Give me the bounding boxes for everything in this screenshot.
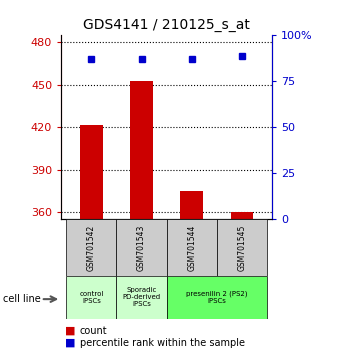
Text: cell line: cell line [3, 294, 41, 304]
Text: Sporadic
PD-derived
iPSCs: Sporadic PD-derived iPSCs [122, 287, 160, 307]
Text: presenilin 2 (PS2)
iPSCs: presenilin 2 (PS2) iPSCs [186, 291, 248, 304]
Text: GSM701544: GSM701544 [187, 224, 196, 271]
Text: GSM701543: GSM701543 [137, 224, 146, 271]
Text: ■: ■ [65, 338, 75, 348]
Bar [130, 81, 153, 219]
Bar [167, 276, 267, 319]
Bar [80, 125, 103, 219]
Bar [116, 219, 167, 276]
Bar [231, 212, 253, 219]
Bar [217, 219, 267, 276]
Bar [66, 219, 116, 276]
Text: count: count [80, 326, 107, 336]
Bar [116, 276, 167, 319]
Text: GSM701542: GSM701542 [87, 225, 96, 271]
Title: GDS4141 / 210125_s_at: GDS4141 / 210125_s_at [83, 18, 250, 32]
Text: GSM701545: GSM701545 [237, 224, 246, 271]
Text: control
IPSCs: control IPSCs [79, 291, 103, 304]
Bar [66, 276, 116, 319]
Text: ■: ■ [65, 326, 75, 336]
Text: percentile rank within the sample: percentile rank within the sample [80, 338, 245, 348]
Bar [167, 219, 217, 276]
Bar [181, 191, 203, 219]
